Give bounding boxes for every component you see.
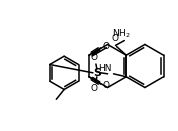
Text: O: O	[90, 53, 97, 62]
Text: O: O	[103, 42, 110, 51]
Text: O: O	[111, 34, 118, 43]
Text: HN: HN	[98, 64, 112, 73]
Text: S: S	[93, 68, 101, 78]
Text: O: O	[103, 81, 110, 90]
Text: O: O	[90, 84, 97, 93]
Text: NH$_2$: NH$_2$	[111, 27, 130, 40]
